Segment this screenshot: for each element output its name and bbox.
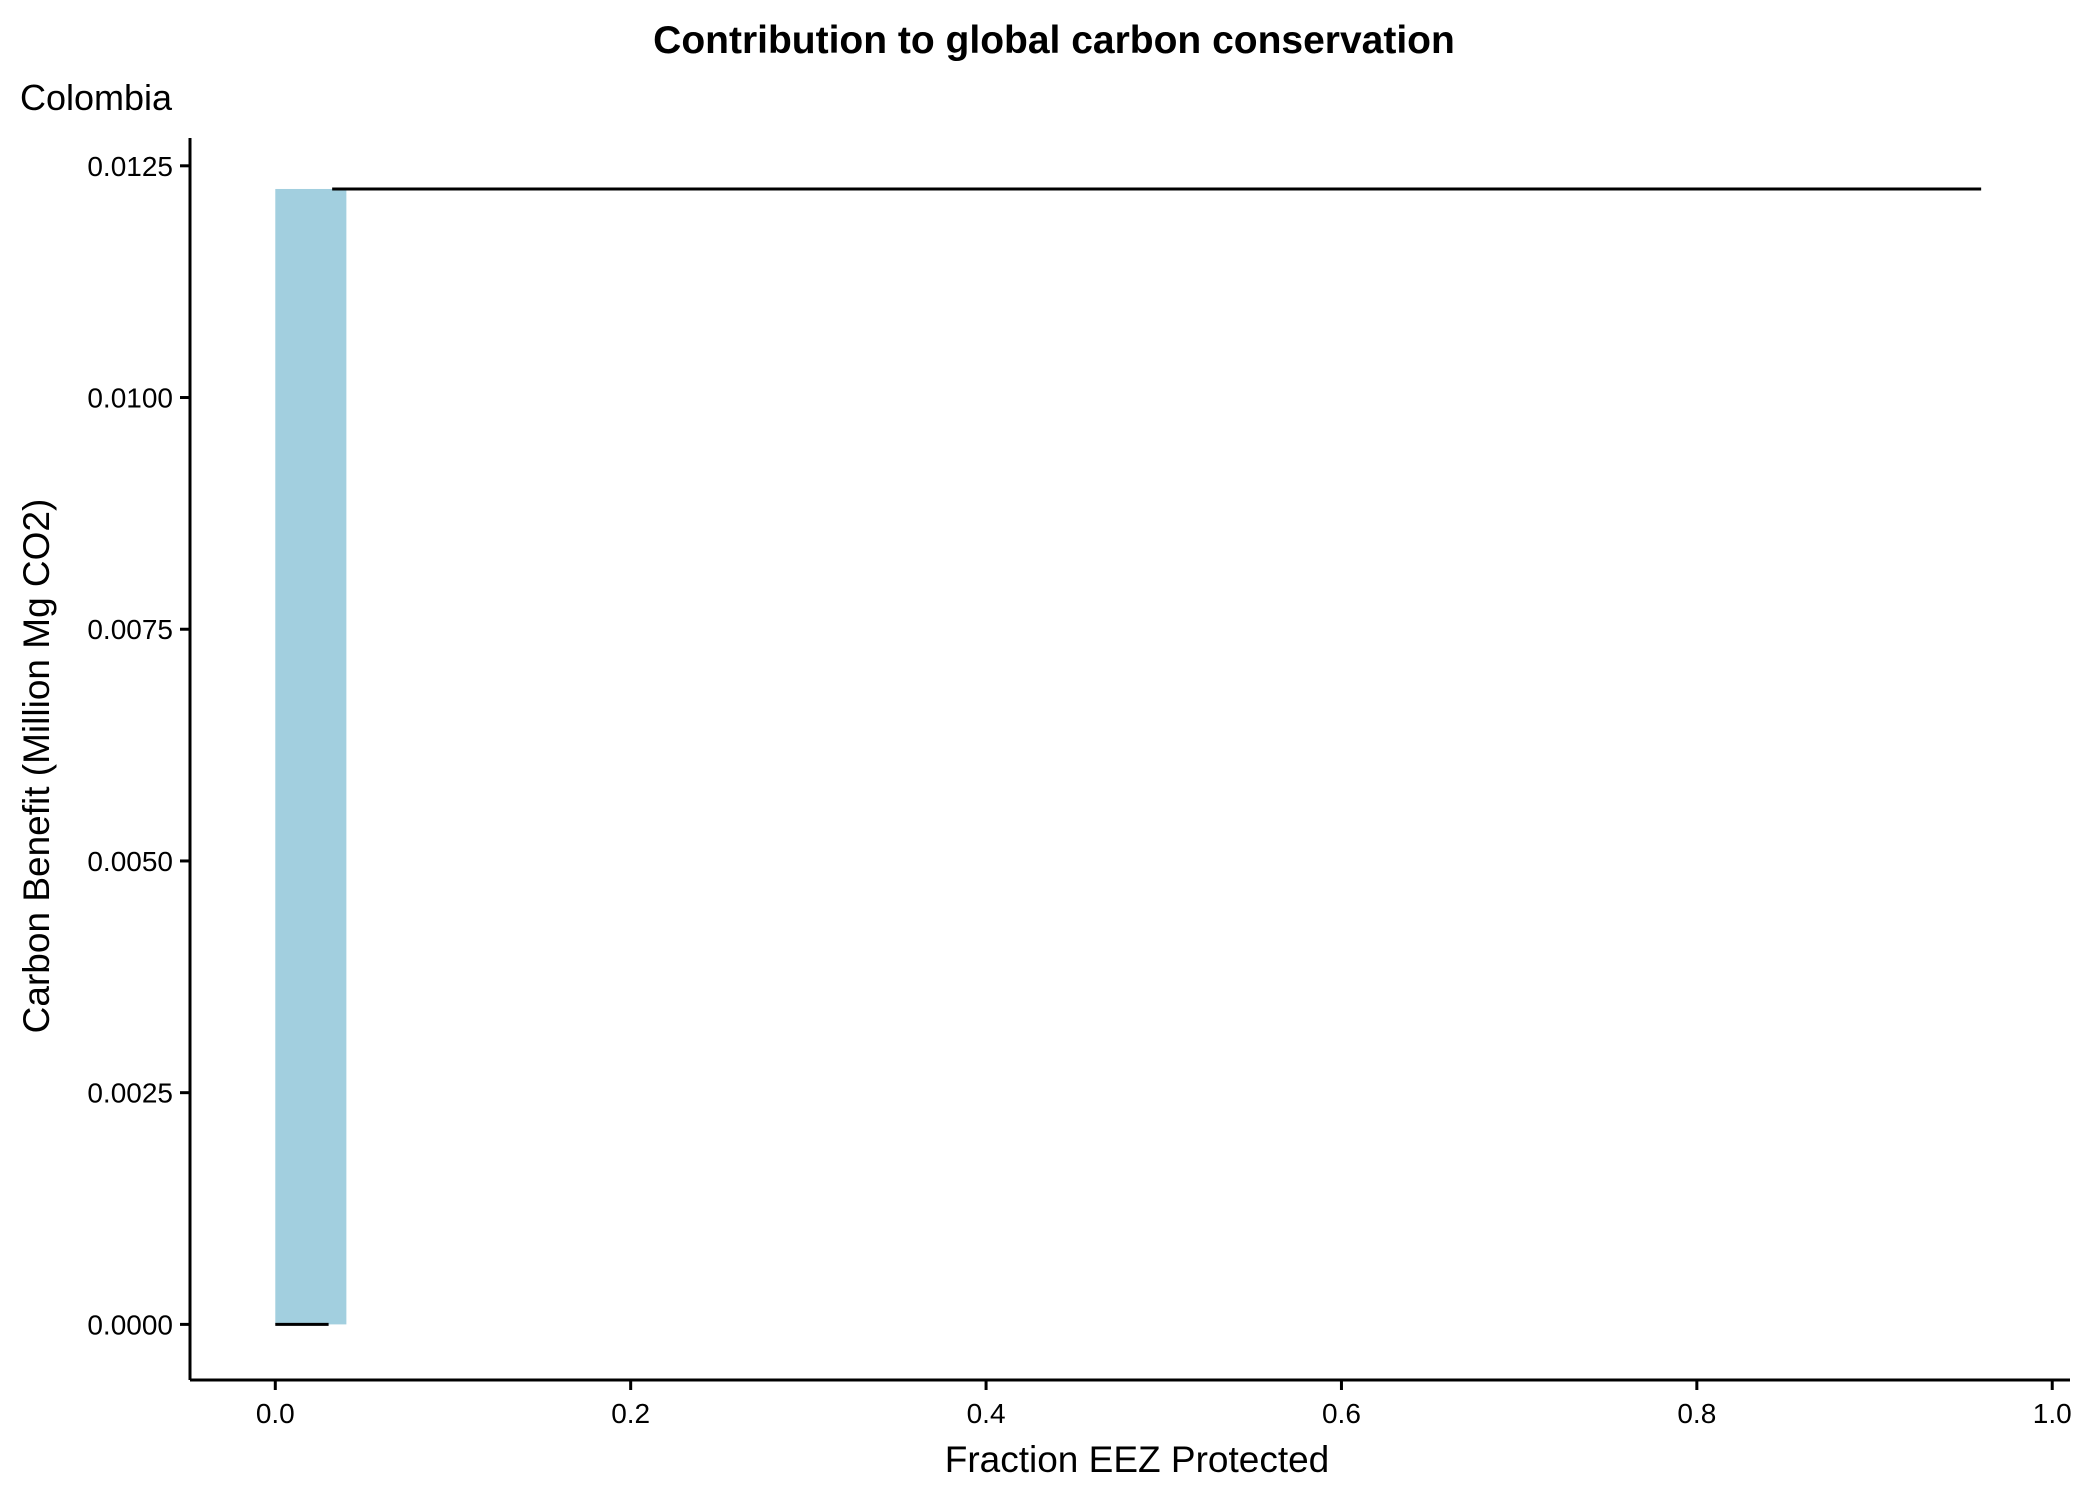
y-tick-label: 0.0025 (87, 1078, 173, 1109)
y-axis-ticks: 0.0000 0.0025 0.0050 0.0075 0.0100 0.0125 (87, 151, 190, 1340)
x-tick-label: 0.6 (1322, 1398, 1361, 1429)
x-tick-label: 0.0 (256, 1398, 295, 1429)
y-tick-label: 0.0125 (87, 151, 173, 182)
y-axis-label: Carbon Benefit (Million Mg CO2) (16, 499, 57, 1034)
axes: 0.0 0.2 0.4 0.6 0.8 1.0 0.00000.00250.00500.0… (87, 138, 2072, 1429)
x-tick-label: 0.8 (1677, 1398, 1716, 1429)
bar-0 (275, 188, 347, 1325)
chart-title: Contribution to global carbon conservati… (653, 19, 1455, 62)
plot-area (275, 187, 1982, 1326)
x-axis-ticks: 0.0 0.2 0.4 0.6 0.8 1.0 (256, 1380, 2072, 1429)
y-tick-label: 0.0075 (87, 614, 173, 645)
x-tick-label: 0.4 (967, 1398, 1006, 1429)
x-tick-label: 1.0 (2033, 1398, 2072, 1429)
y-tick-label: 0.0050 (87, 846, 173, 877)
y-tick-label: 0.0000 (87, 1309, 173, 1340)
x-tick-label: 0.2 (611, 1398, 650, 1429)
chart-subtitle: Colombia (20, 77, 173, 118)
y-tick-label: 0.0100 (87, 383, 173, 414)
x-axis-label: Fraction EEZ Protected (945, 1439, 1330, 1480)
